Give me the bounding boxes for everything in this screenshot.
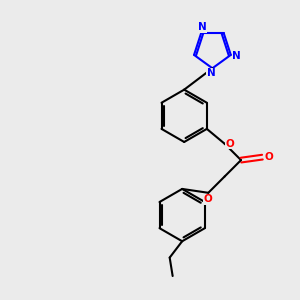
Text: O: O <box>204 194 213 204</box>
Text: N: N <box>207 68 215 78</box>
Text: N: N <box>232 51 241 62</box>
Text: N: N <box>198 22 207 32</box>
Text: O: O <box>225 139 234 149</box>
Text: O: O <box>265 152 273 162</box>
